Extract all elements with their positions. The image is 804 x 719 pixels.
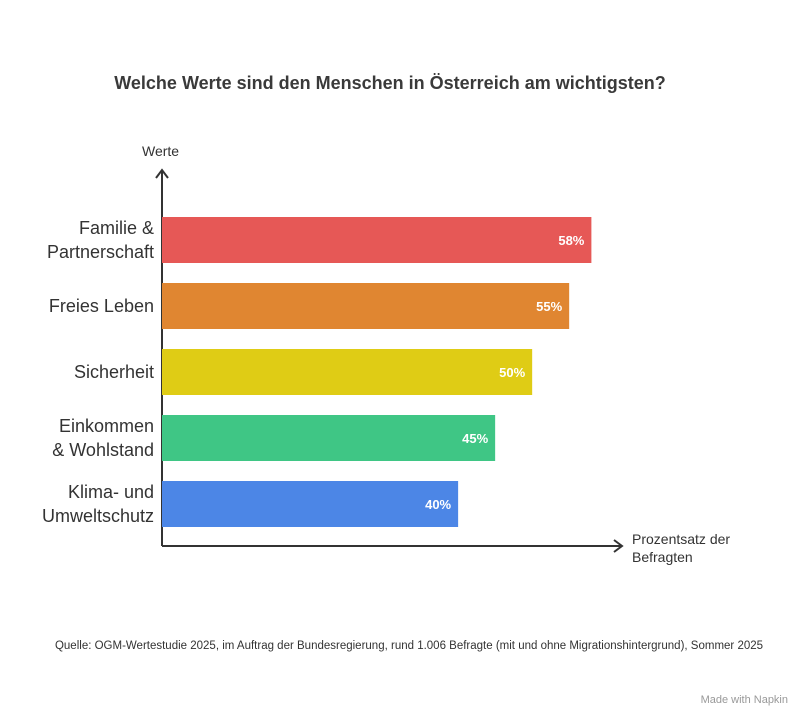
y-tick-label: Einkommen & Wohlstand (52, 416, 154, 460)
bar (162, 283, 570, 329)
source: Quelle: OGM-Wertestudie 2025, im Auftrag… (54, 640, 764, 652)
value-label: 45% (462, 431, 488, 446)
bar (162, 217, 592, 263)
y-tick-label: Freies Leben (48, 296, 154, 316)
value-label: 55% (536, 299, 562, 314)
footer: Made with Napkin (700, 694, 788, 706)
y-tick-label: Klima- und Umweltschutz (41, 482, 154, 526)
x-axis-title: Prozentsatz der Befragten (632, 531, 731, 565)
value-label: 58% (558, 233, 584, 248)
bar (162, 481, 459, 527)
x-arrow (613, 539, 624, 553)
bar (162, 415, 496, 461)
y-tick-label: Sicherheit (73, 362, 154, 382)
y-axis-title: Werte (142, 143, 180, 159)
value-label: 50% (499, 365, 525, 380)
y-tick-label: Familie & Partnerschaft (46, 218, 154, 262)
bar (162, 349, 533, 395)
chart-title: Welche Werte sind den Menschen in Österr… (114, 73, 666, 93)
value-label: 40% (425, 497, 451, 512)
y-arrow (155, 168, 169, 179)
